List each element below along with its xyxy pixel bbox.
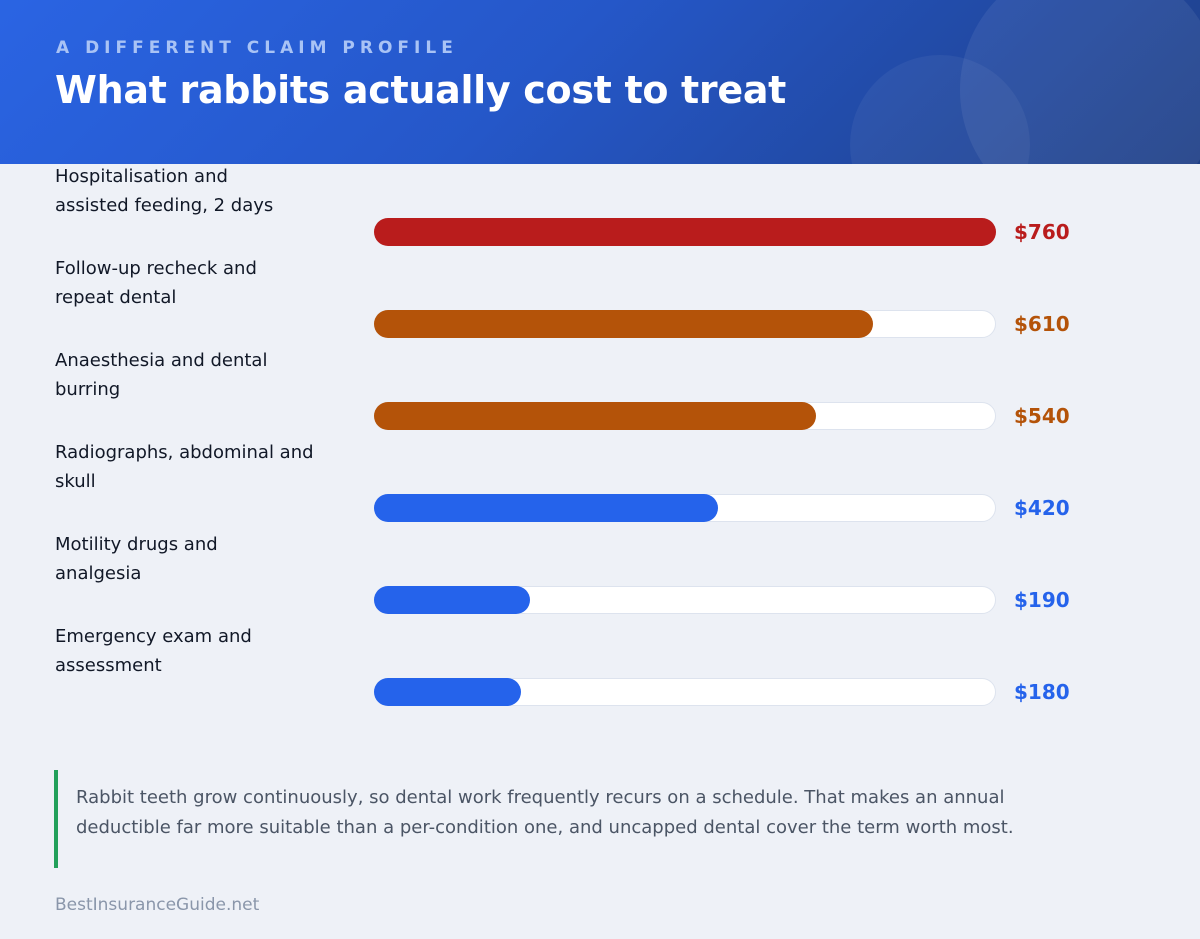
bar-fill: [374, 586, 530, 614]
category-label: Hospitalisation and assisted feeding, 2 …: [55, 166, 274, 216]
bar-fill: [374, 402, 816, 430]
decorative-circle: [960, 0, 1200, 164]
value-label: $420: [1014, 496, 1070, 520]
bar-fill: [374, 310, 873, 338]
cost-bar-chart: Hospitalisation and assisted feeding, 2 …: [0, 164, 1200, 764]
bar-fill: [374, 494, 718, 522]
bar-row: Hospitalisation and assisted feeding, 2 …: [0, 162, 1200, 254]
category-label: Emergency exam and assessment: [55, 626, 252, 676]
callout-note-text: Rabbit teeth grow continuously, so denta…: [76, 787, 1014, 838]
category-label: Anaesthesia and dental burring: [55, 350, 268, 400]
eyebrow-label: A DIFFERENT CLAIM PROFILE: [56, 38, 458, 58]
category-label: Motility drugs and analgesia: [55, 534, 218, 584]
bar-fill: [374, 678, 521, 706]
category-label: Radiographs, abdominal and skull: [55, 442, 314, 492]
value-label: $610: [1014, 312, 1070, 336]
value-label: $760: [1014, 220, 1070, 244]
header-banner: A DIFFERENT CLAIM PROFILE What rabbits a…: [0, 0, 1200, 164]
category-label: Follow-up recheck and repeat dental: [55, 258, 257, 308]
value-label: $190: [1014, 588, 1070, 612]
callout-note: Rabbit teeth grow continuously, so denta…: [54, 770, 1054, 868]
page-title: What rabbits actually cost to treat: [55, 68, 787, 112]
bar-row: Anaesthesia and dental burring $540: [0, 346, 1200, 438]
value-label: $180: [1014, 680, 1070, 704]
value-label: $540: [1014, 404, 1070, 428]
bar-row: Emergency exam and assessment $180: [0, 622, 1200, 714]
source-credit: BestInsuranceGuide.net: [55, 895, 260, 915]
bar-row: Follow-up recheck and repeat dental $610: [0, 254, 1200, 346]
bar-fill: [374, 218, 996, 246]
bar-row: Motility drugs and analgesia $190: [0, 530, 1200, 622]
bar-row: Radiographs, abdominal and skull $420: [0, 438, 1200, 530]
